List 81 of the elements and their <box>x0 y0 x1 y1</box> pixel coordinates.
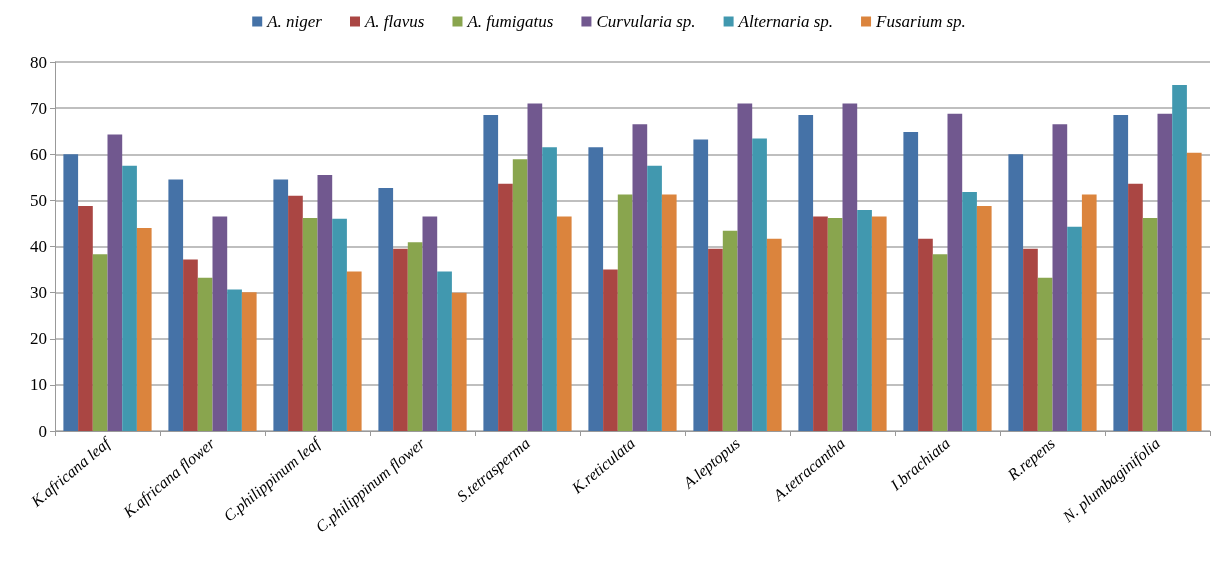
y-tick-label: 10 <box>30 375 47 395</box>
bar <box>752 138 767 431</box>
bar <box>1081 194 1097 431</box>
bar <box>827 217 843 431</box>
bar <box>136 228 152 431</box>
bar <box>1113 115 1129 431</box>
bar <box>227 289 242 431</box>
y-tick-label: 70 <box>30 98 47 118</box>
bar <box>451 292 467 431</box>
bar <box>378 187 394 431</box>
y-tick-label: 40 <box>30 237 47 256</box>
bar <box>1037 277 1053 431</box>
bar <box>422 216 438 431</box>
bar <box>1128 183 1143 431</box>
bar <box>588 147 604 431</box>
bar <box>498 183 513 431</box>
bar <box>317 175 333 431</box>
bar <box>947 113 963 431</box>
bar <box>632 124 648 431</box>
bar <box>542 147 557 431</box>
legend-label: A. flavus <box>363 12 425 31</box>
bar <box>918 238 933 431</box>
bar <box>766 238 782 431</box>
bar <box>661 194 677 431</box>
bar <box>903 132 919 431</box>
bar <box>962 192 977 431</box>
y-tick-label: 20 <box>30 329 47 349</box>
bar <box>708 248 723 431</box>
bar <box>332 218 347 431</box>
bar <box>813 216 828 431</box>
bar <box>1142 217 1158 431</box>
bar <box>273 179 289 431</box>
bar <box>603 269 618 431</box>
bar <box>288 195 303 431</box>
bar <box>241 292 257 431</box>
y-tick-label: 60 <box>30 144 47 164</box>
bar <box>857 210 872 431</box>
bar <box>183 259 198 431</box>
y-tick-label: 30 <box>30 283 47 303</box>
bar <box>798 115 814 431</box>
bar <box>693 139 709 431</box>
bar <box>63 154 79 431</box>
bar <box>1052 124 1068 431</box>
bar <box>212 216 228 431</box>
bar <box>393 248 408 431</box>
bar <box>871 216 887 431</box>
bar <box>483 115 499 431</box>
bar <box>932 254 948 431</box>
bar <box>1023 248 1038 431</box>
y-tick-label: 50 <box>30 190 47 210</box>
bar <box>168 179 184 431</box>
bar <box>1067 226 1082 431</box>
bar <box>197 277 213 431</box>
bar <box>512 159 528 431</box>
bar <box>617 194 633 431</box>
bar <box>78 205 93 431</box>
bar <box>527 103 543 431</box>
bar <box>556 216 572 431</box>
bar <box>1157 113 1173 431</box>
legend-label: Alternaria sp. <box>737 12 834 31</box>
bar <box>437 271 452 431</box>
bar <box>1172 85 1187 431</box>
bar <box>122 165 137 431</box>
bar <box>976 205 992 431</box>
bar <box>346 271 362 431</box>
bar <box>1186 152 1202 431</box>
bar <box>407 242 423 431</box>
legend-label: Curvularia sp. <box>596 12 696 31</box>
bar <box>842 103 858 431</box>
bar <box>737 103 753 431</box>
bar <box>92 254 108 431</box>
bar <box>1008 154 1024 431</box>
y-tick-label: 80 <box>30 52 47 72</box>
bar <box>107 134 123 431</box>
y-tick-label: 0 <box>38 421 47 441</box>
legend-label: A. fumigatus <box>466 12 554 31</box>
legend-label: A. niger <box>266 12 323 31</box>
bar <box>722 230 738 431</box>
bar <box>647 165 662 431</box>
bar <box>302 217 318 431</box>
legend-label: Fusarium sp. <box>875 12 966 31</box>
